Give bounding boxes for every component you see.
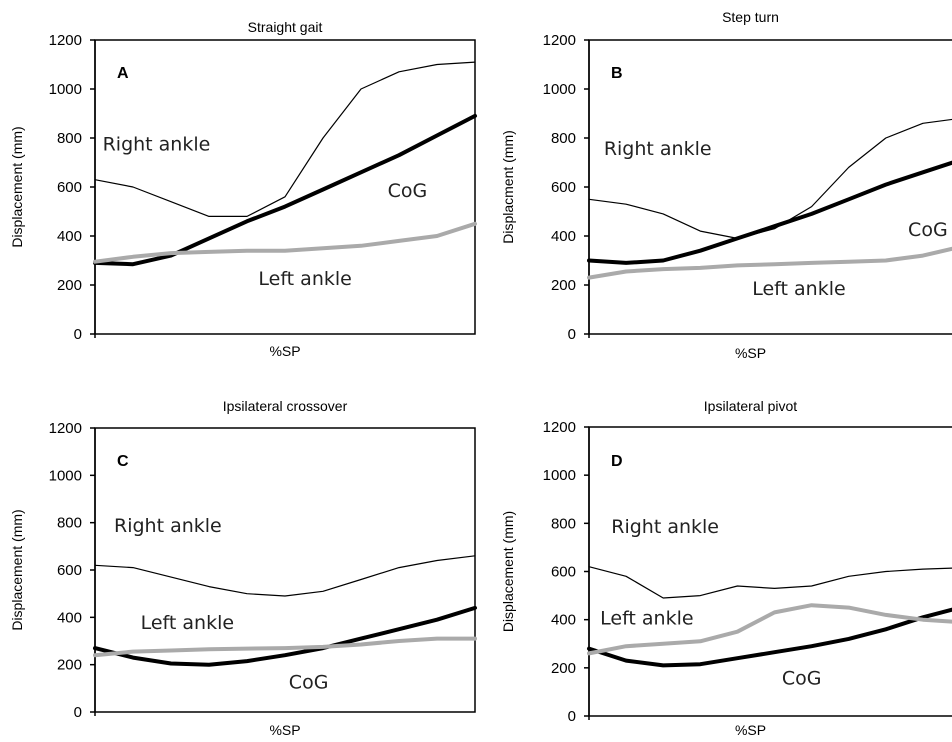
panel-d-frame	[588, 426, 952, 717]
panel-a-x-axis-label: %SP	[269, 343, 300, 359]
panel-a-y-tick-label: 1000	[49, 81, 82, 98]
panel-a-y-axis-label: Displacement (mm)	[9, 126, 25, 247]
panel-c-y-axis-label: Displacement (mm)	[9, 509, 25, 630]
panel-a-y-tick-label: 200	[57, 277, 82, 294]
panel-b-y-tick-label: 1200	[543, 32, 576, 49]
panel-c-y-tick-label: 0	[74, 704, 82, 721]
panel-a-y-tick-label: 0	[74, 326, 82, 343]
panel-d-y-tick-label: 600	[551, 564, 576, 581]
panel-b-title: Step turn	[722, 9, 779, 25]
panel-d-title: Ipsilateral pivot	[704, 398, 797, 414]
panel-b-y-tick-label: 600	[551, 179, 576, 196]
panel-c-series-left-ankle-line	[93, 636, 477, 658]
panel-c-y-tick-label: 800	[57, 515, 82, 532]
panel-d-y-tick-label: 400	[551, 612, 576, 629]
panel-c-y-tick-label: 1200	[49, 420, 82, 437]
panel-b-y-tick-label: 200	[551, 277, 576, 294]
panel-a-series-left-ankle-line	[93, 221, 477, 264]
panel-c-frame	[94, 427, 476, 713]
panel-c-y-tick-label: 1000	[49, 467, 82, 484]
panel-b-series-cog-line	[587, 160, 952, 265]
panel-d-series-left-ankle-line	[587, 603, 952, 656]
panel-a-label-left-ankle: Left ankle	[258, 268, 351, 290]
panel-b-label-left-ankle: Left ankle	[752, 278, 845, 300]
panel-d-letter: D	[611, 453, 623, 470]
panel-a-y-tick-label: 1200	[49, 32, 82, 49]
panel-c-series-right-ankle-line	[94, 555, 476, 597]
panel-a-label-right-ankle: Right ankle	[103, 133, 211, 155]
panel-b-y-tick-label: 1000	[543, 81, 576, 98]
panel-a-letter: A	[117, 65, 129, 82]
panel-d-label-cog: CoG	[782, 668, 822, 690]
panel-b-y-axis-label: Displacment (mm)	[500, 130, 516, 244]
panel-a-y-tick-label: 600	[57, 179, 82, 196]
panel-d-series-cog-line	[587, 607, 952, 668]
panel-d-label-left-ankle: Left ankle	[600, 607, 693, 629]
panel-a-series-right-ankle-line	[94, 61, 476, 217]
panel-c-label-right-ankle: Right ankle	[114, 515, 222, 537]
panel-b-label-cog: CoG	[908, 219, 948, 241]
panel-b-y-tick-label: 0	[568, 326, 576, 343]
panel-d-y-tick-label: 1000	[543, 467, 576, 484]
panel-c-y-tick-label: 400	[57, 609, 82, 626]
panel-c-label-left-ankle: Left ankle	[141, 612, 234, 634]
panel-d-y-axis-label: Displacement (mm)	[500, 511, 516, 632]
panel-c-title: Ipsilateral crossover	[223, 398, 348, 414]
panel-b-series-right-ankle-line	[588, 118, 952, 239]
panel-b-x-axis-label: %SP	[735, 345, 766, 361]
panel-b-y-tick-label: 800	[551, 130, 576, 147]
panel-b-letter: B	[611, 65, 623, 82]
panel-b-y-tick-label: 400	[551, 228, 576, 245]
panel-b-label-right-ankle: Right ankle	[604, 138, 712, 160]
panel-d-y-tick-label: 800	[551, 515, 576, 532]
panel-d-series-right-ankle-line	[588, 566, 952, 599]
panel-c-letter: C	[117, 453, 129, 470]
panel-a-y-tick-label: 800	[57, 130, 82, 147]
panel-c-series-cog-line	[93, 605, 477, 667]
panel-a-title: Straight gait	[248, 19, 323, 35]
panel-a-series-cog-line	[93, 113, 477, 267]
panel-d-label-right-ankle: Right ankle	[611, 516, 719, 538]
panel-b-series-left-ankle-line	[587, 246, 952, 280]
panel-d-y-tick-label: 1200	[543, 419, 576, 436]
panel-c-label-cog: CoG	[289, 671, 329, 693]
panel-d-y-tick-label: 200	[551, 660, 576, 677]
panel-d-y-tick-label: 0	[568, 708, 576, 725]
panel-c-y-tick-label: 600	[57, 562, 82, 579]
panel-d-x-axis-label: %SP	[735, 722, 766, 738]
panel-a-y-tick-label: 400	[57, 228, 82, 245]
panel-c-x-axis-label: %SP	[269, 722, 300, 738]
panel-a-label-cog: CoG	[388, 180, 428, 202]
panel-c-y-tick-label: 200	[57, 657, 82, 674]
